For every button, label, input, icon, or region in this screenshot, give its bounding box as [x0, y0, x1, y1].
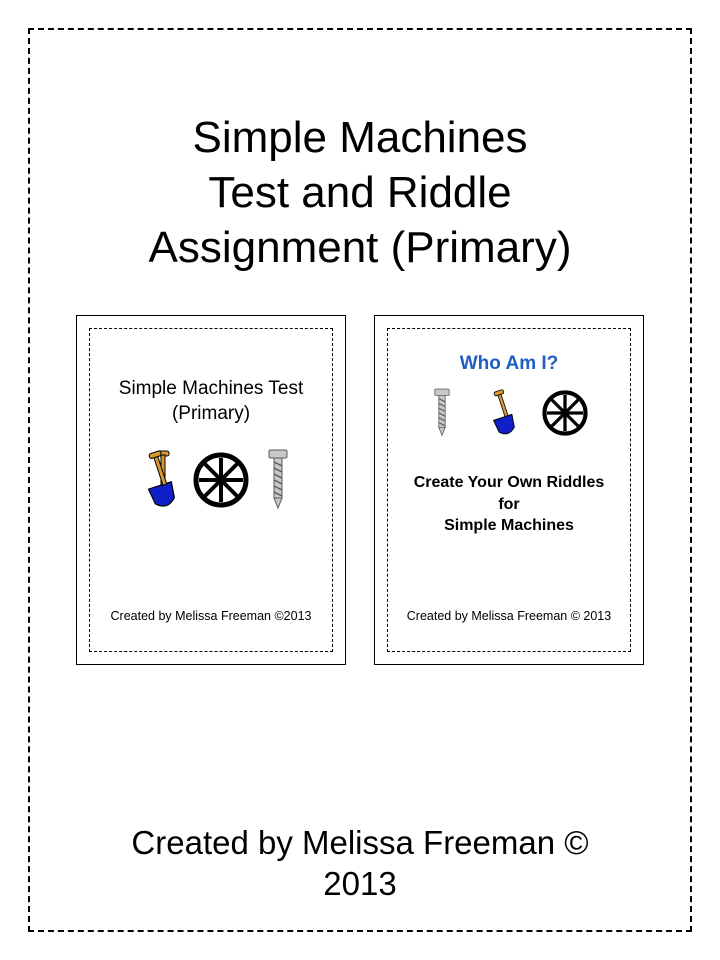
shovel-icon	[478, 388, 518, 443]
card-riddle-icons	[430, 387, 588, 444]
card-riddle-inner: Who Am I?	[387, 328, 631, 652]
title-line-2: Test and Riddle	[208, 168, 511, 217]
card-riddle-sub-line3: Simple Machines	[444, 517, 574, 534]
card-test: Simple Machines Test (Primary)	[76, 315, 346, 665]
wheel-icon	[542, 390, 588, 441]
card-test-title-line2: (Primary)	[172, 403, 250, 424]
footer-line-2: 2013	[323, 865, 396, 902]
card-riddle-sub-line1: Create Your Own Riddles	[414, 474, 605, 491]
screw-icon	[430, 387, 454, 444]
card-test-title-line1: Simple Machines Test	[119, 378, 303, 399]
page: Simple Machines Test and Riddle Assignme…	[0, 0, 720, 960]
card-test-title: Simple Machines Test (Primary)	[119, 377, 303, 426]
title-line-1: Simple Machines	[192, 113, 527, 162]
card-test-icons	[129, 448, 293, 517]
wheel-icon	[193, 452, 249, 513]
footer-credit: Created by Melissa Freeman © 2013	[70, 822, 650, 905]
card-test-credit: Created by Melissa Freeman ©2013	[111, 609, 312, 623]
screw-icon	[263, 448, 293, 517]
card-riddle-credit: Created by Melissa Freeman © 2013	[407, 609, 611, 623]
outer-dashed-border: Simple Machines Test and Riddle Assignme…	[28, 28, 692, 932]
title-line-3: Assignment (Primary)	[149, 223, 572, 272]
main-title: Simple Machines Test and Riddle Assignme…	[70, 110, 650, 275]
card-test-inner: Simple Machines Test (Primary)	[89, 328, 333, 652]
card-riddle: Who Am I?	[374, 315, 644, 665]
card-riddle-subtitle: Create Your Own Riddles for Simple Machi…	[414, 472, 605, 537]
card-riddle-sub-line2: for	[498, 496, 519, 513]
card-riddle-heading: Who Am I?	[460, 353, 559, 375]
cards-row: Simple Machines Test (Primary)	[70, 315, 650, 665]
footer-line-1: Created by Melissa Freeman ©	[131, 824, 588, 861]
shovel-icon	[129, 449, 179, 516]
